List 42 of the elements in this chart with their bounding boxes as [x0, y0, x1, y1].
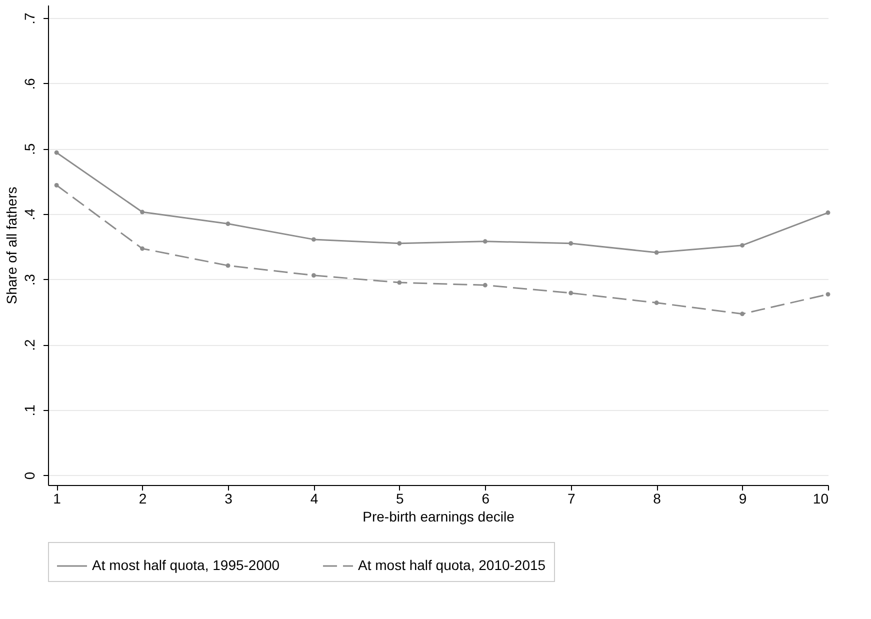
x-tick-label: 1 [53, 490, 62, 506]
x-tick-label: 2 [138, 490, 147, 506]
x-axis-title: Pre-birth earnings decile [362, 508, 515, 524]
x-tick-label: 8 [653, 490, 662, 506]
x-tick-label: 3 [224, 490, 233, 506]
point [54, 183, 59, 188]
point [54, 150, 59, 155]
point [568, 290, 574, 296]
point [140, 246, 145, 251]
point [826, 210, 830, 215]
point [826, 292, 830, 297]
point [397, 280, 402, 285]
y-tick-label: .6 [22, 78, 38, 90]
point [226, 263, 230, 268]
point [740, 312, 745, 316]
x-tick-label: 5 [396, 490, 404, 506]
x-tick-label: 6 [482, 490, 490, 506]
x-tick-label: 7 [567, 490, 576, 506]
point [397, 241, 402, 246]
x-tick-label: 4 [310, 490, 318, 506]
point [740, 243, 745, 248]
point [311, 273, 316, 278]
y-axis-title: Share of all fathers [4, 186, 20, 304]
point [568, 241, 574, 246]
y-tick-label: .1 [22, 404, 38, 416]
y-tick-label: .3 [22, 274, 38, 286]
x-tick-label: 10 [812, 490, 829, 506]
point [654, 300, 659, 306]
point [482, 239, 488, 244]
point [140, 210, 145, 214]
y-tick-label: .7 [22, 12, 38, 24]
point [311, 237, 316, 242]
y-tick-label: 0 [22, 472, 38, 480]
legend-label: At most half quota, 2010-2015 [358, 557, 546, 573]
x-tick-label: 9 [738, 490, 747, 506]
point [482, 282, 488, 288]
y-tick-label: .4 [22, 208, 38, 220]
point [654, 250, 659, 255]
y-tick-label: .2 [22, 339, 38, 351]
y-tick-label: .5 [22, 143, 38, 156]
point [226, 222, 230, 226]
legend-label: At most half quota, 1995-2000 [92, 557, 280, 573]
